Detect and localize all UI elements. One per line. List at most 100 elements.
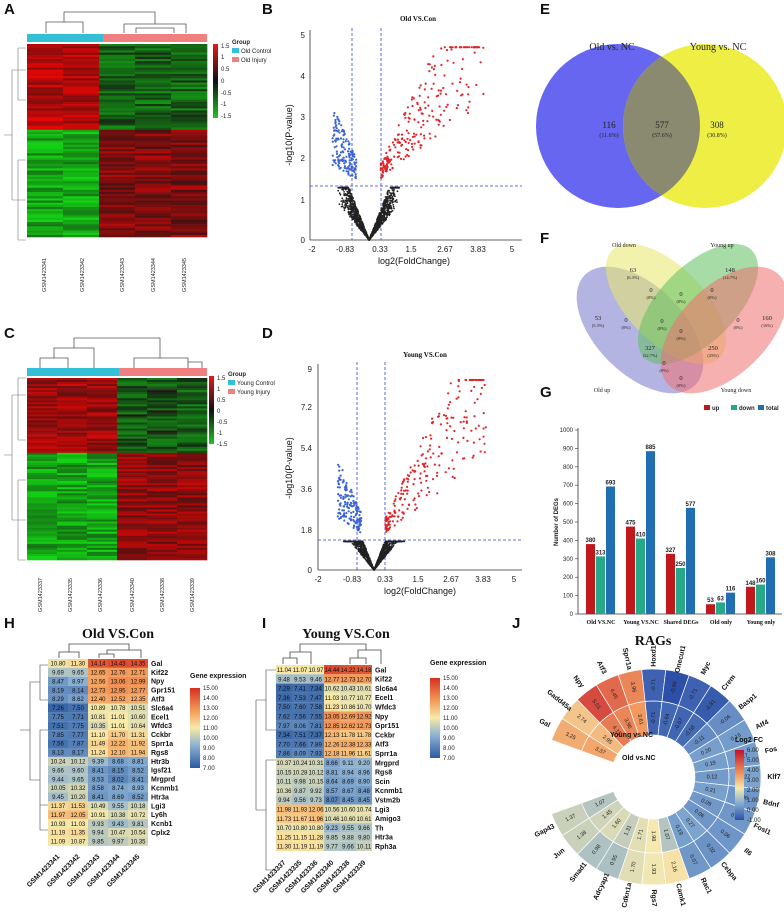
volcano-b-ytick-4: 4 (301, 72, 306, 81)
heatmap-h-cell (48, 730, 68, 740)
volcano-point-up (435, 118, 438, 121)
heatmap-cell (99, 170, 136, 173)
heatmap-cell (87, 479, 118, 482)
heatmap-h-cell-value: 8.52 (132, 768, 144, 774)
heatmap-h-cell (88, 837, 108, 846)
heatmap-i-cell-value: 11.30 (277, 845, 292, 851)
venn-f-region-count: 0 (736, 317, 739, 324)
volcano-point-down (336, 486, 339, 489)
volcano-point-up (466, 439, 469, 442)
heatmap-cell (27, 475, 58, 478)
heatmap-cell (147, 440, 178, 444)
heatmap-cell (135, 200, 172, 203)
volcano-point-ns (364, 233, 367, 236)
volcano-point-up (462, 436, 465, 439)
heatmap-cell (87, 444, 118, 448)
volcano-point-up (429, 456, 432, 459)
volcano-d-ytick-4: 7.2 (301, 403, 313, 412)
legend-group-title-a: Group (232, 40, 250, 46)
heatmap-i-cell (340, 832, 356, 842)
heatmap-cell (27, 471, 58, 474)
volcano-point-ns (394, 540, 396, 543)
volcano-point-up (411, 145, 414, 149)
heatmap-i-title: Young VS.Con (302, 627, 390, 642)
heatmap-h-cell (68, 694, 88, 704)
volcano-point-down (336, 515, 339, 518)
heatmap-cell (171, 104, 208, 107)
volcano-point-down (350, 488, 353, 491)
heatmap-cell (135, 146, 172, 150)
heatmap-cell (27, 185, 64, 188)
heatmap-i-cell-value: 11.67 (293, 817, 308, 823)
volcano-point-down (338, 167, 341, 170)
heatmap-cell (63, 170, 100, 173)
heatmap-i-gene-label: Mrgprd (375, 760, 399, 767)
heatmap-i-cell (292, 720, 308, 731)
volcano-point-ns (349, 207, 352, 210)
heatmap-cell (177, 392, 208, 395)
heatmap-cell (177, 489, 208, 492)
volcano-point-ns (387, 540, 390, 543)
heatmap-cell (27, 63, 64, 66)
volcano-point-down (346, 505, 349, 508)
heatmap-cell (99, 59, 136, 62)
heatmap-cell (147, 404, 178, 407)
heatmap-i-cell (356, 795, 372, 805)
volcano-point-down (345, 515, 348, 518)
volcano-point-up (464, 410, 467, 413)
heatmap-cell (63, 213, 100, 216)
heatmap-cell (87, 408, 118, 411)
heatmap-i-gene-label: Vstm2b (375, 798, 400, 805)
volcano-point-up (432, 452, 435, 455)
heatmap-cell (177, 519, 208, 522)
heatmap-cell (117, 406, 148, 409)
heatmap-h-cell (68, 810, 88, 820)
heatmap-i-cell-value: 12.18 (324, 752, 340, 758)
heatmap-h-cell-value: 9.55 (112, 804, 124, 810)
heatmap-cell (57, 489, 88, 492)
volcano-point-ns (355, 540, 358, 543)
volcano-point-ns (359, 543, 361, 546)
heatmap-i-cell-value: 10.28 (292, 770, 308, 776)
heatmap-cell (57, 499, 88, 502)
heatmap-h-cell (48, 739, 68, 748)
heatmap-cell (99, 136, 136, 139)
heatmap-cell (171, 69, 208, 73)
heatmap-cell (27, 134, 64, 137)
venn-f-region-count: 0 (662, 360, 665, 367)
volcano-d-ytick-1: 1.8 (301, 526, 313, 535)
heatmap-i-cell (308, 785, 324, 796)
volcano-point-up (387, 528, 390, 531)
heatmap-cell (63, 172, 100, 176)
heatmap-cell (171, 228, 208, 231)
heatmap-cell (171, 176, 208, 180)
heatmap-cell (177, 464, 208, 468)
heatmap-cell (135, 194, 172, 197)
heatmap-cell (135, 230, 172, 234)
heatmap-cell (87, 394, 118, 397)
volcano-point-ns (361, 550, 364, 553)
heatmap-i-cell (324, 804, 340, 814)
heatmap-cell (87, 452, 118, 456)
volcano-point-up (408, 117, 411, 120)
heatmap-i-cell-value: 8.94 (342, 770, 354, 776)
heatmap-cell (63, 226, 100, 229)
heatmap-h-cell-value: 8.02 (112, 777, 124, 783)
volcano-point-down (356, 526, 359, 529)
volcano-point-down (351, 174, 354, 177)
heatmap-cell (147, 553, 178, 557)
heatmap-cell (27, 551, 58, 555)
heatmap-cell (135, 52, 172, 56)
heatmap-cell (177, 454, 208, 458)
volcano-point-ns (360, 224, 362, 226)
volcano-point-up (470, 46, 473, 49)
heatmap-cell (117, 555, 148, 559)
heatmap-cell (117, 481, 148, 484)
volcano-point-ns (384, 552, 387, 554)
heatmap-cell (27, 59, 64, 62)
heatmap-i-cell (340, 702, 356, 712)
volcano-d: Young VS.Con -2 -0.83 0.33 1.5 2.67 3.83… (284, 351, 522, 596)
heatmap-i-cell (276, 804, 292, 814)
heatmap-i-cell-value: 10.56 (324, 808, 340, 814)
rags-gene-label: Fos (764, 746, 778, 756)
